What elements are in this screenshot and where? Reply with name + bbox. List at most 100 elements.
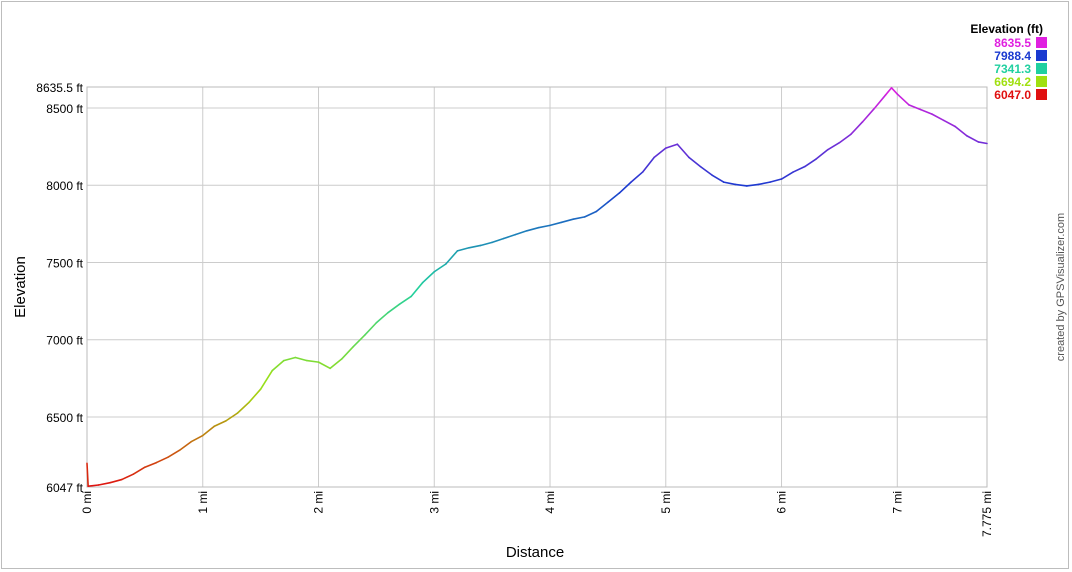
elevation-series-line [86, 87, 988, 488]
elevation-segment [884, 87, 893, 96]
elevation-segment [873, 94, 887, 110]
legend-swatch [1036, 50, 1047, 61]
elevation-segment [340, 345, 355, 360]
x-tick-label: 0 mi [80, 491, 94, 514]
y-axis-title: Elevation [12, 256, 29, 318]
y-tick-label: 8500 ft [46, 102, 83, 116]
elevation-segment [387, 303, 401, 314]
elevation-segment [97, 481, 111, 486]
elevation-segment [641, 156, 656, 173]
legend-label: 7988.4 [994, 49, 1031, 63]
elevation-segment [572, 216, 586, 221]
elevation-segment [433, 263, 447, 273]
y-tick-label: 6047 ft [46, 481, 83, 495]
elevation-segment [630, 171, 644, 183]
elevation-segment [850, 121, 864, 136]
elevation-segment [132, 466, 146, 475]
elevation-segment [653, 147, 667, 159]
legend-swatch [1036, 76, 1047, 87]
elevation-segment [815, 148, 829, 160]
elevation-segment [502, 233, 517, 240]
elevation-segment [896, 93, 910, 106]
elevation-segment [977, 141, 988, 145]
x-tick-label: 6 mi [775, 491, 789, 514]
y-tick-label: 6500 ft [46, 411, 83, 425]
elevation-segment [294, 356, 308, 362]
grid-lines [86, 86, 988, 488]
elevation-segment [410, 281, 424, 298]
elevation-segment [421, 270, 436, 284]
y-tick-label: 7500 ft [46, 256, 83, 270]
elevation-segment [120, 473, 135, 481]
elevation-segment [167, 449, 181, 458]
x-tick-label: 1 mi [196, 491, 210, 514]
elevation-segment [479, 241, 493, 247]
elevation-segment [954, 125, 968, 137]
credit-text: created by GPSVisualizer.com [1055, 213, 1067, 361]
elevation-segment [827, 141, 841, 151]
elevation-segment [722, 181, 737, 186]
x-axis-title: Distance [506, 544, 564, 561]
elevation-segment [86, 462, 89, 488]
legend-label: 6694.2 [994, 75, 1031, 89]
legend-swatch [1036, 37, 1047, 48]
elevation-segment [109, 478, 123, 484]
elevation-segment [236, 401, 250, 414]
y-tick-label: 7000 ft [46, 334, 83, 348]
elevation-segment [282, 356, 297, 362]
x-tick-labels: 0 mi 1 mi 2 mi 3 mi 4 mi 5 mi 6 mi 7 mi 7.775 mi [80, 491, 994, 537]
elevation-segment [537, 224, 551, 229]
elevation-segment [769, 178, 783, 183]
elevation-segment [861, 107, 875, 123]
elevation-segment [919, 108, 933, 115]
elevation-segment [560, 218, 574, 224]
elevation-segment [734, 183, 748, 187]
elevation-segment [931, 113, 945, 122]
elevation-segment [792, 165, 806, 173]
elevation-segment [468, 244, 482, 249]
elevation-segment [711, 174, 725, 183]
elevation-segment [838, 133, 852, 144]
axis-titles: Distance Elevation [12, 256, 564, 561]
elevation-segment [664, 143, 679, 149]
x-tick-label: 7.775 mi [980, 491, 994, 537]
elevation-segment [375, 311, 389, 324]
elevation-segment [364, 321, 378, 336]
x-tick-label: 2 mi [312, 491, 326, 514]
elevation-segment [317, 361, 331, 370]
elevation-segment [890, 87, 899, 95]
plot-area [87, 87, 987, 487]
elevation-segment [398, 295, 412, 305]
elevation-segment [306, 359, 320, 363]
elevation-segment [803, 158, 818, 168]
legend-swatch [1036, 89, 1047, 100]
elevation-segment [445, 250, 459, 265]
elevation-segment [618, 181, 632, 194]
elevation-segment [87, 484, 100, 488]
elevation-segment [908, 104, 922, 111]
elevation-segment [259, 369, 274, 390]
y-tick-label: 8635.5 ft [36, 81, 83, 95]
elevation-segment [583, 210, 598, 218]
elevation-segment [201, 425, 216, 437]
legend-label: 6047.0 [994, 88, 1031, 102]
elevation-segment [213, 420, 227, 428]
elevation-segment [699, 165, 713, 176]
elevation-segment [144, 461, 158, 469]
elevation-segment [352, 334, 366, 348]
elevation-segment [178, 440, 192, 452]
x-tick-label: 7 mi [890, 491, 904, 514]
elevation-segment [549, 221, 563, 227]
elevation-segment [225, 412, 239, 422]
x-tick-label: 5 mi [659, 491, 673, 514]
elevation-segment [491, 237, 505, 244]
elevation-segment [757, 181, 771, 186]
elevation-segment [271, 359, 285, 372]
elevation-segment [676, 143, 690, 159]
legend-label: 7341.3 [994, 62, 1031, 76]
elevation-segment [595, 201, 609, 213]
elevation-segment [965, 134, 980, 143]
elevation-segment [456, 246, 470, 252]
